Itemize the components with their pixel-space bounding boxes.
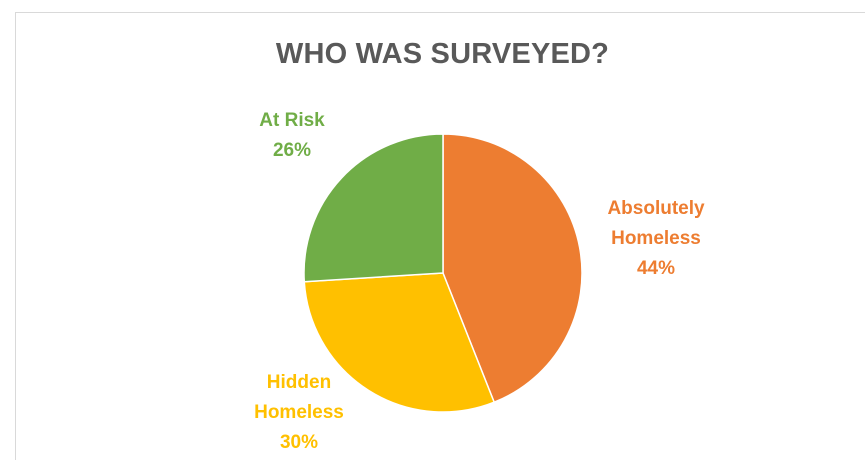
pie-slice-hidden-homeless	[303, 272, 496, 413]
pie-slice-at-risk	[303, 133, 444, 283]
data-label-at-risk: At Risk 26%	[259, 110, 325, 161]
chart-frame	[15, 12, 865, 460]
data-label-absolutely-homeless: Absolutely Homeless 44%	[607, 198, 705, 279]
data-label-hidden-homeless: Hidden Homeless 30%	[254, 372, 344, 453]
chart-title: WHO WAS SURVEYED?	[275, 38, 610, 70]
pie-slice-absolutely-homeless	[442, 133, 583, 404]
